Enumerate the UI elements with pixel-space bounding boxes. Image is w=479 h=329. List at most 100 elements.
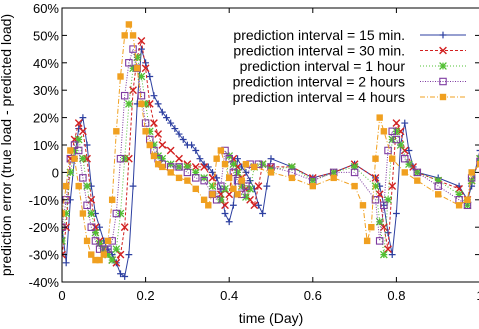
data-point-marker [384, 195, 392, 204]
data-point-marker [192, 174, 200, 182]
data-point-marker [434, 182, 442, 190]
y-axis: -40% -30% -20% -10% 0 10% 20% 30% 40% 50% 60% [29, 1, 479, 290]
data-point-marker [120, 91, 129, 100]
data-point-marker [435, 191, 442, 198]
data-point-marker [158, 108, 166, 116]
data-point-marker [75, 182, 82, 190]
data-point-marker [200, 176, 208, 185]
legend-entry: prediction interval = 2 hours [233, 74, 466, 90]
data-point-marker [393, 210, 400, 217]
y-tick-label: -30% [29, 248, 60, 263]
data-point-marker [120, 223, 129, 232]
data-point-marker [125, 100, 133, 108]
data-point-marker [159, 163, 166, 171]
data-point-marker [401, 119, 409, 127]
data-point-marker [88, 251, 95, 258]
y-tick-label: -40% [29, 275, 60, 290]
data-point-marker [125, 251, 133, 258]
data-point-marker [113, 128, 120, 135]
data-point-marker [83, 237, 91, 245]
legend-label: prediction interval = 1 hour [240, 58, 406, 74]
data-point-marker [163, 114, 170, 121]
data-point-marker [221, 160, 229, 168]
data-point-marker [209, 191, 216, 198]
data-point-marker [242, 160, 250, 168]
data-point-marker [87, 223, 96, 231]
data-point-marker [117, 73, 124, 80]
data-point-marker [79, 174, 87, 182]
data-point-marker [384, 245, 392, 254]
data-point-marker [95, 245, 104, 253]
data-point-marker [263, 182, 271, 190]
data-point-marker [137, 72, 146, 81]
data-point-marker [154, 100, 162, 108]
y-tick-label: 40% [33, 56, 59, 71]
data-point-marker [79, 154, 87, 163]
data-point-marker [104, 237, 112, 245]
data-point-marker [372, 155, 379, 162]
data-point-marker [95, 239, 104, 248]
data-point-marker [221, 201, 229, 210]
data-point-marker [371, 173, 380, 182]
data-point-marker [384, 229, 392, 237]
data-point-marker [96, 223, 104, 231]
data-point-marker [233, 168, 242, 177]
data-point-marker [191, 168, 200, 177]
data-point-marker [405, 147, 413, 154]
data-point-marker [476, 160, 479, 168]
x-tick-label: 0 [58, 288, 65, 303]
data-point-marker [439, 46, 447, 55]
data-point-marker [125, 21, 133, 28]
data-point-marker [350, 163, 359, 171]
data-point-marker [455, 190, 463, 199]
data-point-marker [212, 196, 221, 204]
data-point-marker [246, 184, 254, 193]
data-point-marker [464, 196, 471, 203]
x-tick-label: 0.4 [220, 288, 238, 303]
legend-entry: prediction interval = 30 min. [233, 43, 466, 59]
data-point-marker [216, 195, 225, 204]
data-point-marker [83, 182, 91, 190]
data-point-marker [242, 193, 250, 201]
y-axis-label: prediction error (true load - predicted … [0, 14, 14, 276]
data-point-marker [133, 53, 142, 62]
y-tick-label: 50% [33, 28, 59, 43]
data-point-marker [259, 210, 267, 217]
data-point-marker [371, 182, 380, 190]
data-point-marker [91, 228, 100, 237]
data-point-marker [242, 182, 250, 190]
data-point-marker [192, 185, 199, 193]
y-tick-label: 60% [33, 1, 59, 16]
data-point-marker [129, 64, 137, 73]
data-point-marker [375, 237, 384, 245]
data-point-marker [125, 59, 133, 67]
data-point-marker [309, 182, 316, 190]
data-point-marker [363, 237, 371, 245]
data-point-marker [137, 36, 146, 45]
data-point-marker [237, 182, 246, 190]
data-point-marker [150, 152, 158, 160]
data-point-marker [384, 146, 392, 155]
data-point-marker [380, 250, 388, 259]
data-point-marker [246, 177, 254, 185]
data-point-marker [62, 209, 71, 218]
data-point-marker [74, 119, 83, 127]
data-point-marker [455, 202, 463, 209]
data-point-marker [117, 270, 124, 278]
data-point-marker [141, 64, 150, 73]
x-tick-label: 1 [476, 288, 479, 303]
data-point-marker [154, 160, 162, 168]
data-point-marker [146, 141, 153, 149]
data-point-marker [141, 119, 150, 127]
data-point-marker [221, 210, 229, 217]
data-point-marker [368, 224, 375, 231]
series-line [62, 55, 479, 262]
data-point-marker [175, 130, 183, 138]
data-point-marker [388, 127, 396, 136]
data-point-marker [83, 201, 91, 210]
data-point-marker [255, 201, 262, 209]
data-point-marker [208, 182, 217, 190]
data-point-marker [439, 62, 447, 70]
data-point-marker [91, 223, 100, 232]
data-point-marker [380, 128, 388, 135]
